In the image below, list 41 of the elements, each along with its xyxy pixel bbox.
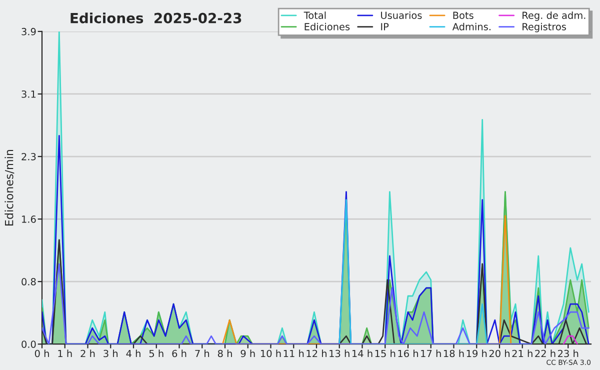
chart-title: Ediciones 2025-02-23 (70, 12, 242, 24)
y-tick-label: 0.8 (22, 278, 36, 286)
legend-label: Usuarios (381, 11, 422, 20)
x-tick-label: 3 h (104, 350, 118, 358)
x-tick-label: 22 h (535, 350, 556, 358)
x-tick-label: 23 h (558, 350, 578, 358)
y-axis-title: Ediciones/min (4, 150, 14, 226)
x-tick-label: 0 h (34, 350, 49, 358)
y-tick-label: 1.6 (22, 216, 36, 223)
x-tick-label: 17 h (421, 350, 441, 358)
y-tick-label: 0.0 (22, 340, 36, 348)
x-tick-label: 9 h (240, 350, 255, 358)
x-tick-label: 16 h (398, 350, 418, 358)
legend-label: IP (381, 23, 389, 30)
legend-label: Admins. (452, 22, 490, 30)
x-tick-label: 18 h (444, 350, 464, 358)
x-tick-label: 6 h (172, 350, 186, 358)
x-tick-label: 14 h (352, 350, 372, 358)
legend-label: Registros (522, 22, 566, 32)
legend-label: Bots (453, 12, 474, 20)
x-tick-label: 13 h (330, 350, 350, 358)
line-series (42, 263, 590, 344)
x-tick-label: 1 h (58, 350, 72, 358)
x-tick-label: 10 h (261, 350, 281, 358)
x-tick-label: 4 h (126, 350, 140, 358)
x-tick-label: 19 h (466, 350, 487, 358)
legend-label: Ediciones (304, 22, 350, 30)
x-tick-label: 7 h (195, 350, 210, 358)
y-tick-label: 2.3 (22, 152, 36, 160)
legend-label: Reg. de adm. (522, 11, 586, 21)
y-tick-label: 3.9 (22, 28, 36, 36)
x-tick-label: 20 h (489, 350, 510, 358)
x-tick-label: 2 h (80, 350, 95, 358)
x-tick-label: 21 h (512, 350, 532, 358)
x-tick-label: 12 h (306, 350, 326, 358)
legend-label: Total (304, 11, 326, 20)
x-tick-label: 11 h (284, 350, 304, 358)
x-tick-label: 5 h (149, 350, 164, 358)
x-tick-label: 8 h (218, 350, 232, 358)
y-tick-label: 3.1 (22, 90, 36, 98)
x-tick-label: 15 h (375, 350, 396, 358)
